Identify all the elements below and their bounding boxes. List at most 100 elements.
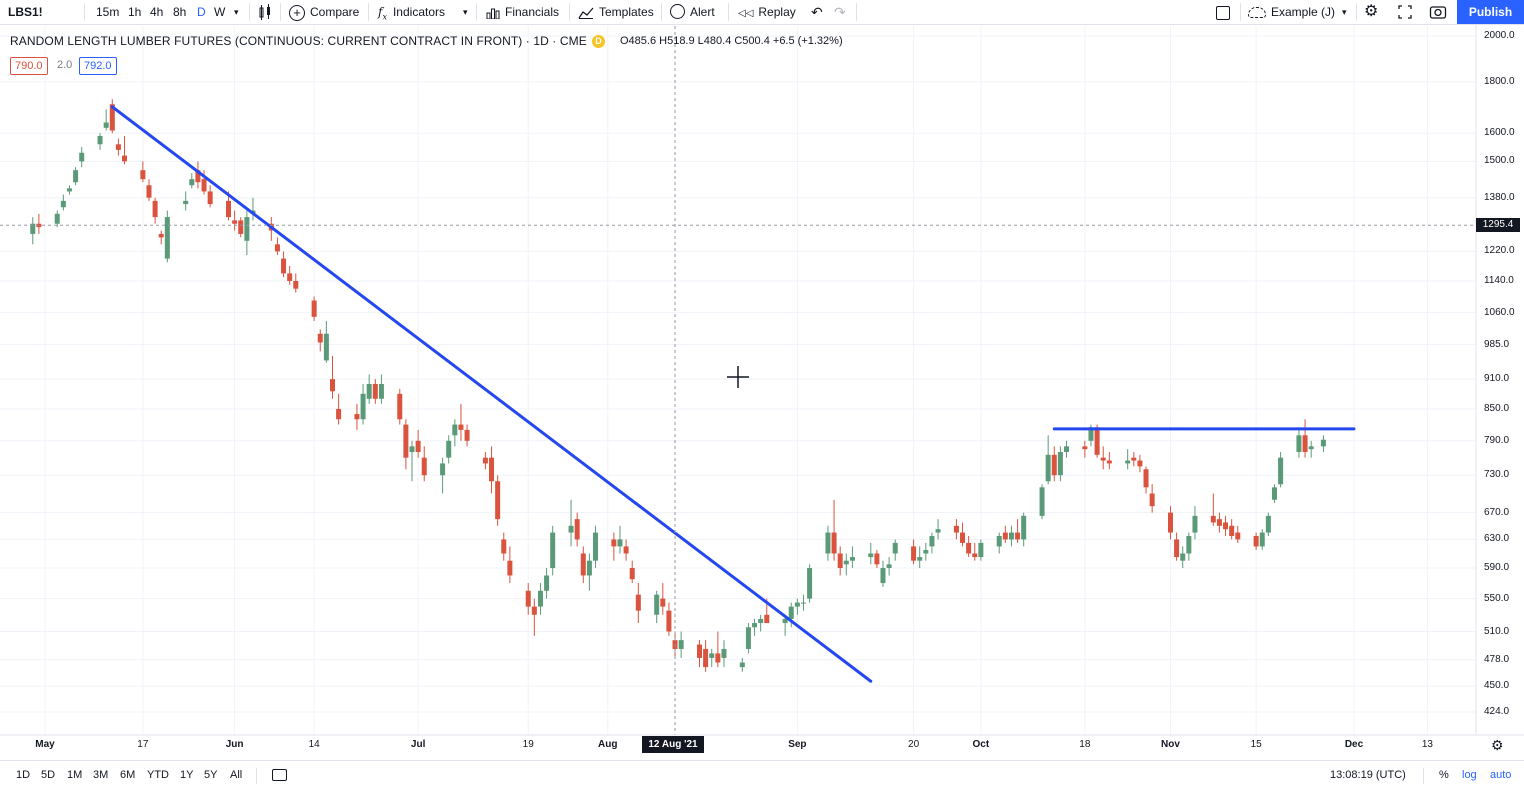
candle-body: [281, 258, 287, 274]
candle-body: [1320, 439, 1326, 447]
candle-body: [1094, 427, 1100, 455]
candle-body: [788, 606, 794, 619]
range-ytd[interactable]: YTD: [147, 769, 169, 781]
interval-4h[interactable]: 4h: [150, 5, 164, 19]
candle-body: [1051, 454, 1057, 476]
time-axis-label: Jun: [225, 739, 244, 750]
candle-body: [960, 532, 966, 543]
replay-button[interactable]: ◁◁ Replay: [738, 0, 796, 24]
camera-icon[interactable]: [1429, 0, 1447, 24]
candle-body: [1131, 457, 1137, 461]
price-axis-label: 1140.0: [1484, 274, 1514, 286]
interval-1h[interactable]: 1h: [128, 5, 142, 19]
alarm-clock-icon: [670, 4, 685, 20]
range-3m[interactable]: 3M: [93, 769, 109, 781]
layout-name: Example (J): [1271, 5, 1336, 19]
candle-body: [972, 553, 978, 558]
symbol-search[interactable]: LBS1!: [8, 5, 43, 19]
candle-body: [745, 627, 751, 649]
utc-clock[interactable]: 13:08:19 (UTC): [1330, 769, 1406, 781]
toolbar-divider: [569, 3, 570, 21]
candle-body: [409, 446, 415, 452]
indicators-chevron-down-icon[interactable]: ▾: [463, 7, 468, 17]
compare-button[interactable]: + Compare: [289, 0, 359, 24]
sell-price-badge[interactable]: 790.0: [10, 57, 48, 75]
candle-body: [752, 623, 758, 628]
candle-body: [537, 590, 543, 607]
log-scale-toggle[interactable]: log: [1462, 769, 1477, 781]
percent-scale-toggle[interactable]: %: [1439, 769, 1449, 781]
candle-body: [837, 553, 843, 569]
alert-button[interactable]: Alert: [670, 0, 715, 24]
candle-body: [232, 220, 238, 224]
price-axis-label: 478.0: [1484, 653, 1510, 665]
candle-body: [397, 393, 403, 420]
interval-15m[interactable]: 15m: [96, 5, 120, 19]
candle-body: [1045, 454, 1051, 482]
toolbar-divider: [856, 3, 857, 21]
range-1y[interactable]: 1Y: [180, 769, 194, 781]
candle-body: [929, 535, 935, 547]
financials-button[interactable]: Financials: [486, 0, 559, 24]
time-axis-label: Oct: [972, 739, 990, 750]
candle-body: [843, 560, 849, 565]
range-all[interactable]: All: [230, 769, 243, 781]
interval-1w[interactable]: W: [214, 5, 226, 19]
layout-chevron-down-icon[interactable]: ▾: [1342, 7, 1347, 17]
toolbar-divider: [1240, 3, 1241, 21]
toolbar-divider: [280, 3, 281, 21]
candle-body: [794, 602, 800, 607]
fullscreen-icon[interactable]: [1397, 0, 1413, 24]
candle-body: [1308, 446, 1314, 450]
candle-body: [366, 383, 372, 399]
candle-body: [97, 135, 103, 145]
redo-icon[interactable]: ↷: [834, 4, 846, 20]
candle-body: [1192, 515, 1198, 533]
delayed-data-badge[interactable]: D: [592, 35, 605, 48]
candle-body: [464, 429, 470, 441]
price-axis-label: 424.0: [1484, 706, 1510, 717]
candle-body: [966, 542, 972, 554]
auto-scale-toggle[interactable]: auto: [1490, 769, 1512, 781]
range-1m[interactable]: 1M: [67, 769, 83, 781]
alert-label: Alert: [690, 5, 715, 19]
candle-body: [849, 557, 855, 561]
range-5y[interactable]: 5Y: [204, 769, 218, 781]
candle-body: [611, 539, 617, 547]
undo-icon[interactable]: ↶: [811, 4, 823, 20]
chart-type-candles-icon[interactable]: [257, 0, 273, 24]
publish-button[interactable]: Publish: [1457, 0, 1524, 24]
candle-body: [482, 457, 488, 464]
buy-price-badge[interactable]: 792.0: [79, 57, 117, 75]
price-axis-label: 1600.0: [1484, 127, 1515, 139]
templates-button[interactable]: Templates: [578, 0, 654, 24]
drawings-layer: [110, 105, 1356, 683]
range-1d[interactable]: 1D: [16, 769, 31, 781]
price-axis-label: 550.0: [1484, 592, 1510, 604]
range-6m[interactable]: 6M: [120, 769, 136, 781]
range-5d[interactable]: 5D: [41, 769, 56, 781]
date-range-calendar-icon[interactable]: [272, 769, 287, 781]
candle-body: [739, 662, 745, 668]
bottom-divider: [1423, 768, 1424, 784]
candle-body: [1229, 525, 1235, 536]
candle-body: [122, 155, 128, 162]
indicators-button[interactable]: fx Indicators: [378, 0, 445, 24]
interval-menu-chevron-icon[interactable]: ▾: [234, 7, 239, 17]
financials-label: Financials: [505, 5, 560, 19]
price-axis-label: 1220.0: [1484, 245, 1515, 257]
candle-body: [360, 393, 366, 420]
candle-body: [1106, 460, 1112, 464]
candle-body: [660, 598, 666, 607]
layout-name-button[interactable]: Example (J): [1248, 0, 1335, 24]
interval-8h[interactable]: 8h: [173, 5, 187, 19]
candle-body: [354, 414, 360, 420]
price-axis-label: 850.0: [1484, 402, 1510, 414]
candle-body: [115, 144, 121, 150]
candle-body: [709, 653, 715, 658]
gear-icon[interactable]: ⚙: [1364, 3, 1379, 20]
axis-settings-gear-icon[interactable]: ⚙: [1491, 737, 1504, 753]
layout-square-icon[interactable]: [1216, 0, 1230, 24]
interval-1d[interactable]: D: [197, 5, 206, 19]
